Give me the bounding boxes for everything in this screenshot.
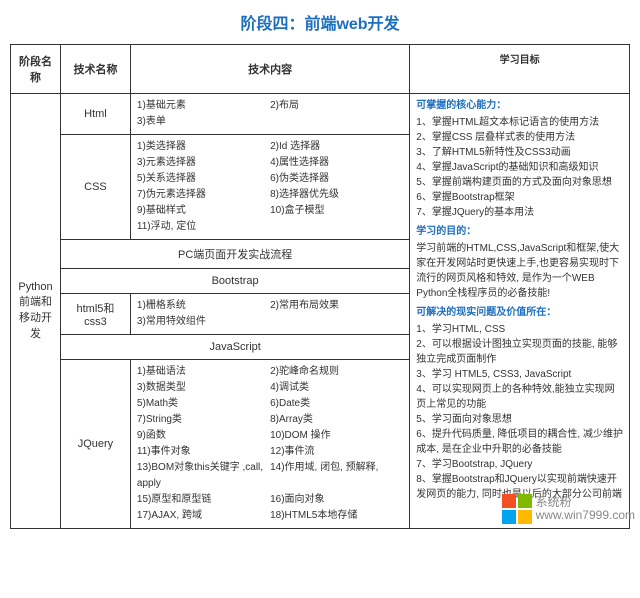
item: 9)函数 [137, 428, 270, 444]
content-html5css3: 1)栅格系统 2)常用布局效果 3)常用特效组件 [130, 294, 409, 335]
item: 2)Id 选择器 [270, 139, 403, 155]
item: 18)HTML5本地存储 [270, 508, 403, 524]
item: 8)选择器优先级 [270, 187, 403, 203]
item: 7)伪元素选择器 [137, 187, 270, 203]
goal-text-1: 1、掌握HTML超文本标记语言的使用方法 2、掌握CSS 层叠样式表的使用方法 … [416, 115, 623, 220]
header-stage: 阶段名称 [11, 45, 61, 94]
ms-logo-icon [502, 494, 532, 524]
item: 12)事件流 [270, 444, 403, 460]
item: 14)作用域, 闭包, 预解释, [270, 460, 403, 492]
goal-heading-2: 学习的目的： [416, 224, 623, 239]
goal-heading-1: 可掌握的核心能力： [416, 98, 623, 113]
row-bootstrap: Bootstrap [60, 269, 409, 294]
item: 4)调试类 [270, 380, 403, 396]
item: 7)String类 [137, 412, 270, 428]
item: 5)Math类 [137, 396, 270, 412]
item: 3)元素选择器 [137, 155, 270, 171]
item: 13)BOM对象this关键字 ,call, apply [137, 460, 270, 492]
content-html: 1)基础元素 2)布局 3)表单 [130, 94, 409, 135]
stage-cell: Python前端和移动开发 [11, 94, 61, 529]
header-content: 技术内容 [130, 45, 409, 94]
goal-text-3: 1、学习HTML, CSS 2、可以根据设计图独立实现页面的技能, 能够独立完成… [416, 322, 623, 502]
page-title: 阶段四：前端web开发 [0, 0, 640, 44]
item: 5)关系选择器 [137, 171, 270, 187]
item: 2)常用布局效果 [270, 298, 403, 314]
tech-jquery: JQuery [60, 360, 130, 529]
row-javascript: JavaScript [60, 335, 409, 360]
goal-heading-3: 可解决的现实问题及价值所在： [416, 305, 623, 320]
curriculum-table: 阶段名称 技术名称 技术内容 学习目标 Python前端和移动开发 Html 1… [10, 44, 630, 529]
item: 8)Array类 [270, 412, 403, 428]
item: 1)基础元素 [137, 98, 270, 114]
watermark-text: 系统粉 www.win7999.com [536, 496, 635, 522]
tech-html: Html [60, 94, 130, 135]
item: 1)基础语法 [137, 364, 270, 380]
item: 3)数据类型 [137, 380, 270, 396]
item: 6)Date类 [270, 396, 403, 412]
item: 4)属性选择器 [270, 155, 403, 171]
goal-cell: 可掌握的核心能力： 1、掌握HTML超文本标记语言的使用方法 2、掌握CSS 层… [410, 94, 630, 529]
item: 9)基础样式 [137, 203, 270, 219]
item: 2)驼峰命名规则 [270, 364, 403, 380]
tech-html5css3: html5和css3 [60, 294, 130, 335]
item: 3)表单 [137, 114, 270, 130]
content-jquery: 1)基础语法 2)驼峰命名规则 3)数据类型 4)调试类 5)Math类 6)D… [130, 360, 409, 529]
tech-css: CSS [60, 135, 130, 240]
item: 6)伪类选择器 [270, 171, 403, 187]
content-css: 1)类选择器 2)Id 选择器 3)元素选择器 4)属性选择器 5)关系选择器 … [130, 135, 409, 240]
item: 17)AJAX, 跨域 [137, 508, 270, 524]
header-goal: 学习目标 [410, 45, 630, 94]
item: 1)类选择器 [137, 139, 270, 155]
row-pc: PC端页面开发实战流程 [60, 240, 409, 269]
watermark-url: www.win7999.com [536, 509, 635, 522]
item: 2)布局 [270, 98, 403, 114]
item: 10)盒子模型 [270, 203, 403, 219]
item: 11)浮动, 定位 [137, 219, 270, 235]
item: 1)栅格系统 [137, 298, 270, 314]
goal-text-2: 学习前端的HTML,CSS,JavaScript和框架,使大家在开发网站时更快速… [416, 241, 623, 301]
item: 16)面向对象 [270, 492, 403, 508]
item: 10)DOM 操作 [270, 428, 403, 444]
header-tech: 技术名称 [60, 45, 130, 94]
item: 15)原型和原型链 [137, 492, 270, 508]
watermark: 系统粉 www.win7999.com [502, 494, 635, 524]
item: 11)事件对象 [137, 444, 270, 460]
item: 3)常用特效组件 [137, 314, 270, 330]
